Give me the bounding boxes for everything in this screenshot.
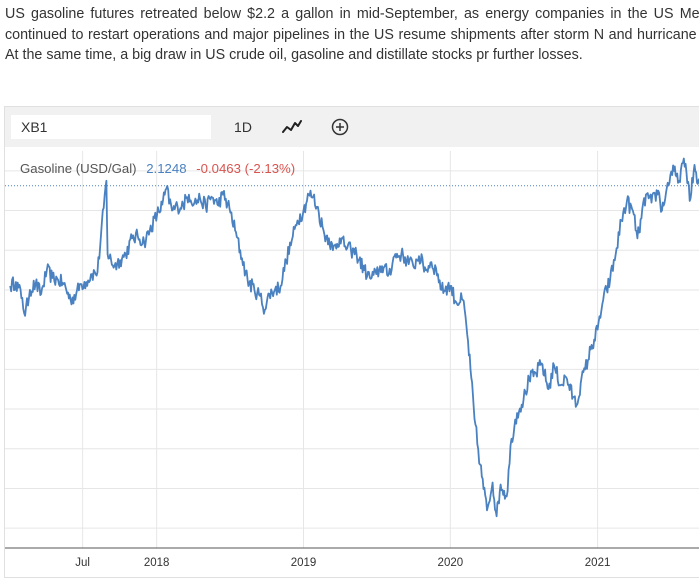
chart-widget: Jul 2018 2019 2020 2021 1D Gasoline (USD/Gal… xyxy=(4,106,699,578)
price-chart[interactable]: Jul 2018 2019 2020 2021 xyxy=(5,107,699,577)
legend-change: -0.0463 (-2.13%) xyxy=(196,161,296,176)
x-tick-label: Jul xyxy=(75,557,90,569)
chart-legend: Gasoline (USD/Gal) 2.1248 -0.0463 (-2.13… xyxy=(20,161,301,176)
symbol-input[interactable] xyxy=(11,115,211,139)
legend-last-value: 2.1248 xyxy=(146,161,187,176)
series-line-0 xyxy=(9,157,699,518)
add-indicator-button[interactable] xyxy=(328,115,352,139)
article-text: US gasoline futures retreated below $2.2… xyxy=(5,6,699,63)
legend-series-name: Gasoline (USD/Gal) xyxy=(20,161,137,176)
x-tick-label: 2018 xyxy=(144,557,170,569)
x-tick-label: 2021 xyxy=(585,557,611,569)
chart-toolbar: 1D xyxy=(5,107,699,147)
line-chart-icon xyxy=(282,120,302,133)
plus-circle-icon xyxy=(331,118,349,136)
x-tick-label: 2019 xyxy=(291,557,317,569)
chart-type-button[interactable] xyxy=(280,115,304,139)
range-1d-button[interactable]: 1D xyxy=(234,119,252,135)
x-tick-label: 2020 xyxy=(438,557,464,569)
